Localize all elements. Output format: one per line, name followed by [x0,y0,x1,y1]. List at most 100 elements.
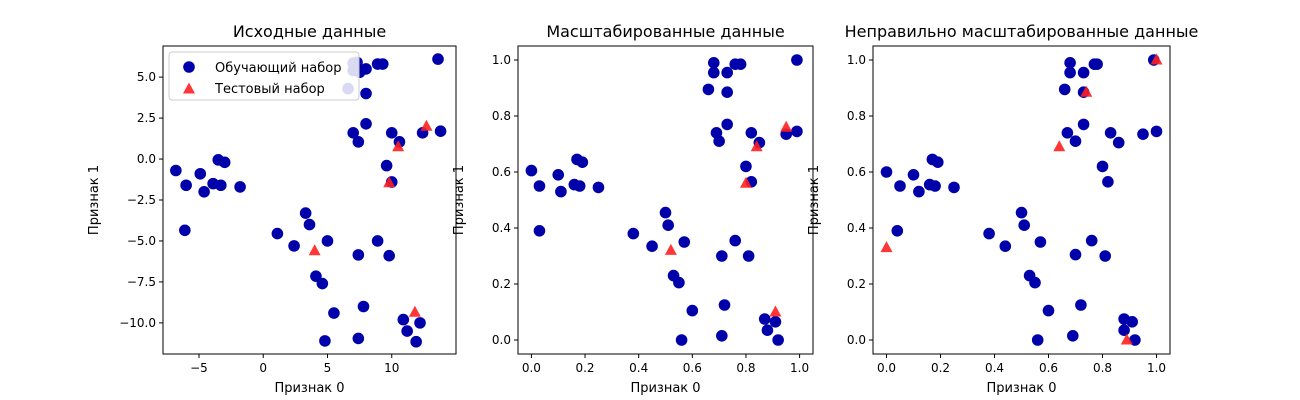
train-point [352,249,365,261]
train-point [721,86,733,98]
train-point [576,156,589,168]
train-point [894,180,906,192]
train-point [1029,276,1041,289]
y-tick-label: −7.5 [127,275,156,289]
test-point [880,241,893,253]
train-point [729,234,742,247]
train-point [271,227,284,240]
x-axis-label: Признак 0 [986,381,1056,396]
y-tick-label: −2.5 [127,193,156,207]
train-point [673,276,685,289]
train-point [1085,234,1098,247]
train-point [303,218,316,231]
test-point [1120,333,1133,345]
chart-title: Неправильно масштабированные данные [845,22,1199,41]
train-point [1064,66,1076,79]
train-point [948,181,960,194]
test-point [769,305,782,317]
legend: Обучающий набор Тестовый набор [168,51,360,101]
train-point [1126,316,1138,328]
axes-frame [162,45,457,355]
train-point [1075,299,1087,311]
train-point [414,317,426,329]
y-tick-label: −5.0 [127,234,156,248]
legend-train-marker [183,61,195,73]
train-point [1137,128,1149,140]
train-point [1031,334,1044,346]
train-point [702,83,715,96]
train-point [288,240,300,252]
train-point [721,118,733,131]
legend-box [168,51,360,101]
train-point [1058,83,1071,96]
legend-test-marker [183,82,195,94]
train-point [401,325,413,337]
train-point [772,334,784,346]
y-tick-label: 0.6 [492,165,511,179]
train-point [299,207,312,219]
train-point [533,180,546,192]
chart-title: Исходные данные [233,22,386,41]
train-point [397,313,410,326]
train-point [234,181,246,193]
x-tick-label: 1.0 [790,361,809,375]
panel-scaled-data: Масштабированные данные 0.0 0.2 0.4 0.6 0.8 1.… [452,22,814,396]
train-point [707,57,720,69]
train-point [1015,206,1028,219]
x-tick-label: 0.0 [522,361,541,375]
axes-frame [872,45,1171,355]
y-tick-label: 0.2 [847,277,866,291]
train-point [180,179,192,192]
train-point [686,304,699,317]
x-tick-label: −5 [190,361,208,375]
train-point [891,225,904,237]
train-point [316,277,329,290]
train-point [1150,125,1163,138]
panel-original-data: Исходные данные −5 0 5 10 −10.0 −7.5 −5.0 −2.5 0.… [87,22,457,396]
test-point [1150,53,1163,65]
train-point [383,249,395,262]
x-tick-label: 0 [259,361,267,375]
x-axis-label: Признак 0 [274,381,344,396]
train-point [718,299,731,311]
train-point [761,324,774,337]
train-point [198,186,210,198]
legend-train-label: Обучающий набор [215,61,342,76]
train-point [1129,334,1141,346]
train-point [1104,127,1117,139]
train-point [999,240,1012,252]
train-point [745,127,758,139]
train-point [1018,219,1030,231]
train-point [721,66,733,79]
x-tick-label: 0.6 [1039,361,1058,375]
train-point [1118,324,1130,337]
train-point [1099,250,1111,262]
train-point [360,118,372,130]
x-tick-label: 0.6 [683,361,702,375]
train-point [1096,160,1109,173]
train-point [215,179,227,192]
y-tick-label: 5.0 [137,70,156,84]
train-point [716,330,728,342]
train-point [1042,304,1055,317]
train-point [360,63,372,75]
train-point [907,169,920,181]
train-point [716,250,728,262]
y-axis-label: Признак 1 [807,165,822,235]
y-tick-label: 0.4 [492,221,511,235]
y-axis-label: Признак 1 [452,165,467,235]
train-point [932,156,944,168]
y-tick-label: 2.5 [137,111,156,125]
train-point [1091,58,1103,70]
train-point [913,185,925,198]
train-point [357,300,370,313]
train-point [1069,135,1082,147]
x-tick-label: 0.4 [629,361,648,375]
y-tick-label: −10.0 [119,316,156,330]
y-tick-label: 1.0 [847,53,866,67]
chart-title: Масштабированные данные [546,22,784,41]
train-point [734,58,747,70]
train-point [983,227,995,240]
train-point [659,206,672,219]
